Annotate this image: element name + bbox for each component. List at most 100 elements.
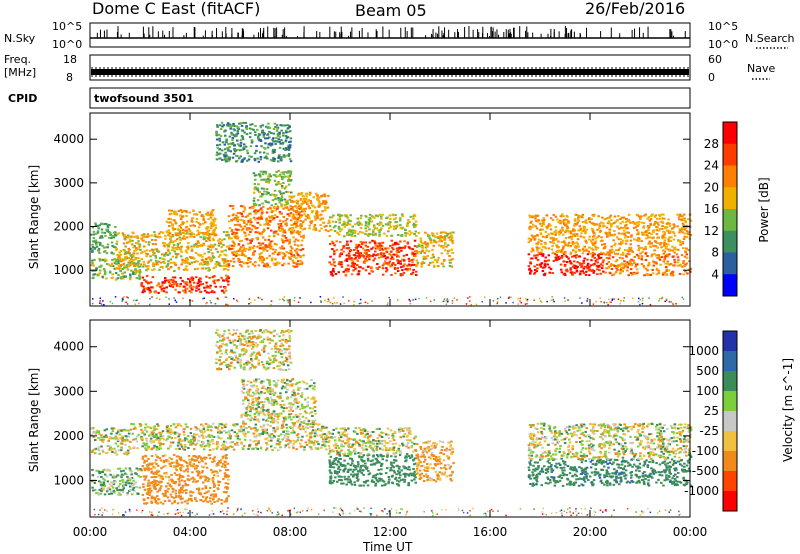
heatmap-cell — [302, 234, 305, 237]
heatmap-cell — [355, 252, 358, 254]
heatmap-cell — [552, 242, 556, 245]
heatmap-cell — [365, 249, 369, 251]
heatmap-cell — [271, 199, 275, 202]
heatmap-cell — [222, 231, 226, 233]
heatmap-cell — [665, 298, 668, 300]
heatmap-cell — [217, 255, 221, 258]
heatmap-cell — [679, 213, 682, 216]
heatmap-cell — [623, 233, 626, 236]
heatmap-cell — [302, 254, 305, 257]
heatmap-cell — [386, 216, 389, 219]
heatmap-cell — [334, 224, 337, 227]
heatmap-cell — [445, 234, 449, 237]
heatmap-cell — [172, 481, 175, 484]
heatmap-cell — [544, 247, 547, 250]
heatmap-cell — [633, 238, 636, 241]
heatmap-cell — [536, 243, 539, 246]
heatmap-cell — [111, 451, 114, 453]
heatmap-cell — [655, 268, 659, 271]
heatmap-cell — [271, 217, 275, 220]
heatmap-cell — [272, 218, 275, 221]
heatmap-cell — [268, 265, 271, 268]
heatmap-cell — [395, 253, 399, 256]
heatmap-cell — [685, 224, 688, 227]
heatmap-cell — [168, 303, 170, 305]
heatmap-cell — [260, 215, 263, 218]
heatmap-cell — [112, 489, 116, 492]
heatmap-cell — [601, 222, 605, 225]
heatmap-cell — [195, 217, 199, 220]
heatmap-cell — [257, 139, 261, 142]
heatmap-cell — [215, 134, 219, 137]
heatmap-cell — [201, 282, 205, 285]
heatmap-cell — [288, 227, 292, 230]
heatmap-cell — [282, 252, 286, 255]
heatmap-cell — [272, 193, 276, 196]
heatmap-cell — [534, 269, 537, 271]
heatmap-cell — [219, 157, 222, 160]
heatmap-cell — [644, 267, 648, 270]
heatmap-cell — [105, 252, 109, 255]
heatmap-cell — [351, 263, 355, 266]
heatmap-cell — [259, 297, 261, 299]
heatmap-cell — [213, 282, 216, 285]
heatmap-cell — [109, 231, 112, 234]
heatmap-cell — [599, 272, 602, 275]
heatmap-cell — [681, 215, 684, 218]
heatmap-cell — [436, 236, 440, 238]
heatmap-cell — [179, 214, 182, 217]
heatmap-cell — [300, 210, 304, 213]
heatmap-cell — [185, 251, 189, 254]
heatmap-cell — [251, 263, 255, 266]
heatmap-cell — [275, 230, 278, 233]
heatmap-cell — [613, 222, 616, 224]
heatmap-cell — [117, 262, 120, 265]
heatmap-cell — [573, 271, 577, 274]
heatmap-cell — [151, 248, 154, 251]
heatmap-cell — [569, 271, 573, 274]
heatmap-cell — [182, 297, 184, 299]
heatmap-cell — [287, 144, 290, 147]
heatmap-cell — [118, 433, 121, 436]
heatmap-cell — [185, 214, 188, 217]
heatmap-cell — [276, 253, 280, 256]
station-title: Dome C East (fitACF) — [92, 0, 260, 18]
heatmap-cell — [241, 219, 244, 222]
heatmap-cell — [361, 247, 365, 250]
heatmap-cell — [124, 245, 127, 248]
heatmap-cell — [283, 124, 287, 127]
freq-tick-bottom: 8 — [66, 71, 73, 84]
heatmap-cell — [447, 244, 450, 247]
heatmap-cell — [196, 282, 199, 285]
heatmap-cell — [116, 232, 120, 235]
heatmap-cell — [231, 244, 234, 247]
heatmap-cell — [519, 297, 521, 300]
heatmap-cell — [452, 231, 455, 234]
heatmap-cell — [165, 485, 168, 488]
heatmap-cell — [420, 246, 423, 249]
heatmap-cell — [299, 199, 303, 202]
heatmap-cell — [551, 245, 554, 248]
heatmap-cell — [664, 255, 667, 258]
heatmap-cell — [529, 261, 532, 264]
heatmap-cell — [149, 249, 152, 252]
heatmap-cell — [338, 230, 342, 233]
heatmap-cell — [292, 236, 295, 239]
heatmap-cell — [663, 233, 666, 236]
heatmap-cell — [589, 264, 593, 267]
heatmap-cell — [297, 216, 300, 219]
heatmap-cell — [150, 495, 154, 498]
heatmap-cell — [293, 265, 297, 268]
heatmap-cell — [394, 227, 397, 230]
heatmap-cell — [236, 250, 239, 253]
heatmap-cell — [118, 251, 121, 254]
heatmap-cell — [676, 264, 680, 267]
heatmap-cell — [196, 267, 200, 270]
heatmap-cell — [295, 206, 298, 209]
heatmap-cell — [284, 147, 288, 149]
heatmap-cell — [637, 223, 640, 226]
heatmap-cell — [125, 266, 128, 269]
heatmap-cell — [288, 214, 291, 217]
heatmap-cell — [101, 483, 104, 486]
heatmap-cell — [297, 192, 301, 195]
